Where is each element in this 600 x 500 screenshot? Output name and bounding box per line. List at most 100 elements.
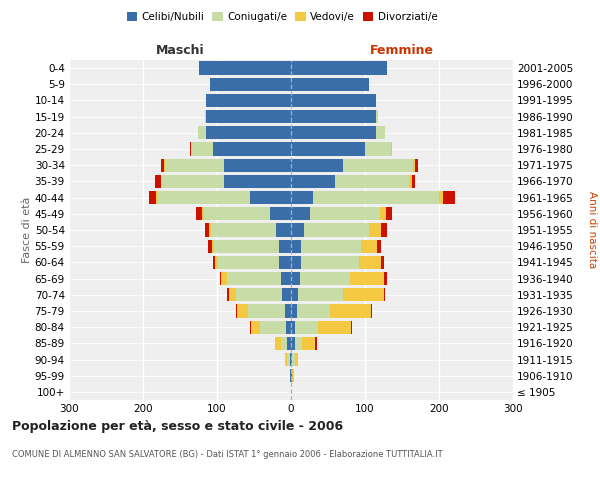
Bar (295, 320, 317, 334)
Bar (291, 78, 369, 91)
Bar (237, 304, 248, 318)
Bar (295, 353, 298, 366)
Bar (291, 175, 335, 188)
Bar (377, 240, 380, 253)
Bar (291, 224, 304, 236)
Bar (343, 158, 413, 172)
Bar (302, 336, 316, 350)
Bar (409, 175, 412, 188)
Bar (208, 240, 212, 253)
Text: Popolazione per età, sesso e stato civile - 2006: Popolazione per età, sesso e stato civil… (12, 420, 343, 433)
Bar (383, 288, 385, 302)
Bar (250, 191, 291, 204)
Bar (248, 304, 285, 318)
Bar (161, 158, 164, 172)
Bar (376, 110, 377, 124)
Bar (292, 353, 295, 366)
Bar (196, 207, 202, 220)
Bar (157, 191, 158, 204)
Bar (291, 142, 365, 156)
Bar (250, 320, 251, 334)
Bar (287, 353, 290, 366)
Bar (291, 158, 343, 172)
Bar (149, 191, 157, 204)
Bar (443, 191, 455, 204)
Bar (310, 207, 380, 220)
Bar (291, 110, 376, 124)
Bar (199, 126, 206, 140)
Bar (381, 224, 387, 236)
Bar (291, 62, 387, 74)
Bar (313, 191, 439, 204)
Bar (276, 224, 291, 236)
Bar (214, 256, 215, 269)
Bar (161, 175, 224, 188)
Bar (215, 256, 218, 269)
Bar (221, 272, 227, 285)
Bar (190, 142, 191, 156)
Bar (224, 158, 291, 172)
Bar (191, 142, 214, 156)
Bar (381, 256, 383, 269)
Bar (292, 369, 294, 382)
Bar (214, 142, 291, 156)
Bar (391, 142, 392, 156)
Bar (370, 224, 381, 236)
Bar (380, 207, 386, 220)
Bar (301, 256, 359, 269)
Bar (330, 304, 371, 318)
Bar (365, 142, 391, 156)
Bar (229, 288, 236, 302)
Bar (335, 175, 409, 188)
Bar (386, 207, 392, 220)
Bar (199, 62, 291, 74)
Bar (413, 158, 415, 172)
Bar (206, 110, 291, 124)
Bar (359, 256, 381, 269)
Bar (291, 94, 376, 107)
Bar (214, 240, 279, 253)
Bar (290, 353, 291, 366)
Bar (290, 369, 291, 382)
Text: Maschi: Maschi (155, 44, 205, 58)
Bar (275, 336, 281, 350)
Bar (415, 158, 418, 172)
Bar (251, 320, 260, 334)
Bar (227, 272, 281, 285)
Bar (206, 126, 291, 140)
Bar (291, 207, 310, 220)
Bar (317, 320, 351, 334)
Bar (285, 304, 291, 318)
Bar (412, 175, 415, 188)
Bar (361, 240, 377, 253)
Bar (206, 94, 291, 107)
Bar (227, 288, 229, 302)
Bar (279, 256, 291, 269)
Y-axis label: Fasce di età: Fasce di età (22, 197, 32, 263)
Bar (291, 272, 300, 285)
Legend: Celibi/Nubili, Coniugati/e, Vedovi/e, Divorziati/e: Celibi/Nubili, Coniugati/e, Vedovi/e, Di… (122, 8, 442, 26)
Bar (218, 256, 279, 269)
Bar (224, 175, 291, 188)
Bar (164, 158, 165, 172)
Bar (439, 191, 443, 204)
Bar (211, 224, 276, 236)
Bar (300, 272, 350, 285)
Bar (301, 240, 361, 253)
Bar (343, 288, 383, 302)
Bar (205, 110, 206, 124)
Bar (351, 320, 352, 334)
Bar (279, 240, 291, 253)
Bar (291, 336, 295, 350)
Bar (291, 240, 301, 253)
Bar (281, 336, 287, 350)
Text: COMUNE DI ALMENNO SAN SALVATORE (BG) - Dati ISTAT 1° gennaio 2006 - Elaborazione: COMUNE DI ALMENNO SAN SALVATORE (BG) - D… (12, 450, 443, 459)
Bar (291, 369, 292, 382)
Bar (209, 78, 291, 91)
Bar (203, 207, 270, 220)
Bar (236, 288, 282, 302)
Bar (205, 224, 209, 236)
Bar (291, 126, 376, 140)
Bar (304, 224, 370, 236)
Bar (281, 272, 291, 285)
